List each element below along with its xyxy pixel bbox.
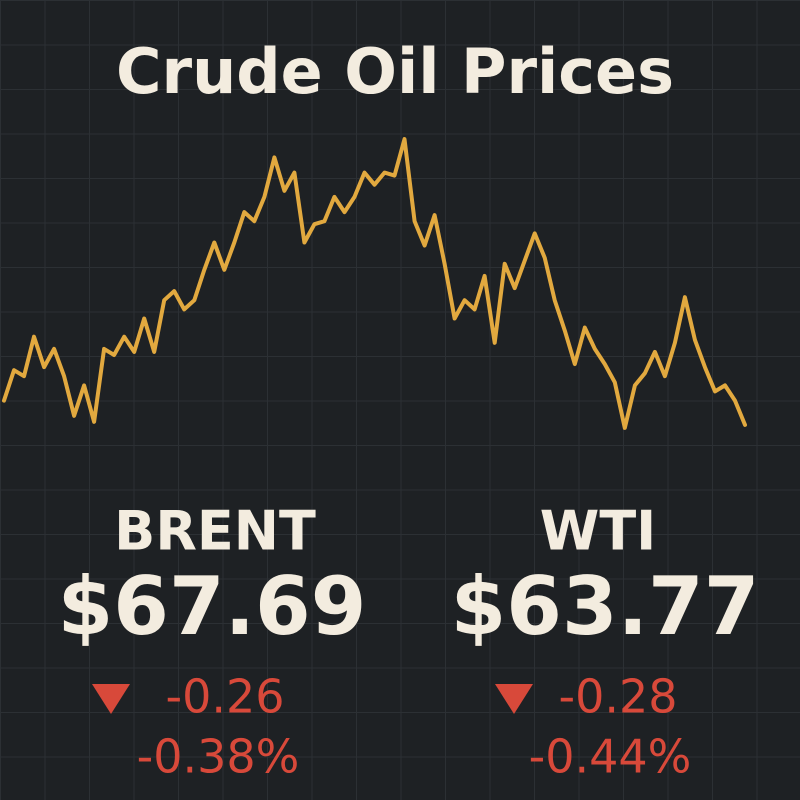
chart-title: Crude Oil Prices bbox=[116, 35, 674, 108]
quote-change: -0.26 bbox=[165, 670, 284, 724]
price-line bbox=[2, 137, 747, 430]
down-arrow bbox=[92, 684, 130, 714]
quote-change-percent: -0.38% bbox=[137, 730, 300, 784]
quote-change: -0.28 bbox=[558, 670, 677, 724]
quotes: BRENT $67.69 -0.26 -0.38% WTI $63.77 -0.… bbox=[58, 500, 760, 784]
quote-price: $67.69 bbox=[58, 560, 367, 653]
down-arrow bbox=[495, 684, 533, 714]
quote-name: WTI bbox=[540, 500, 657, 563]
quote-price: $63.77 bbox=[451, 560, 760, 653]
quote-change-percent: -0.44% bbox=[529, 730, 692, 784]
quote-name: BRENT bbox=[114, 500, 316, 563]
